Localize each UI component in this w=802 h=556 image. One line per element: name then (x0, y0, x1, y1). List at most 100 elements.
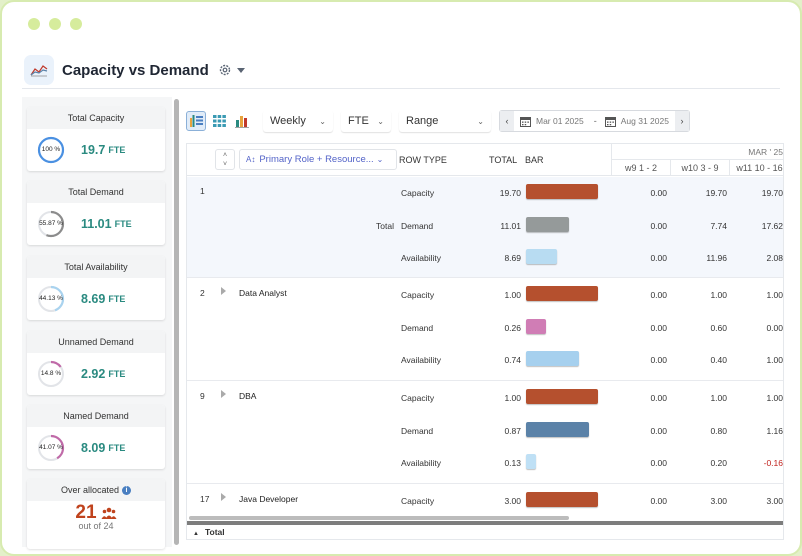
people-icon (101, 507, 117, 519)
table-row[interactable]: Availability 0.74 0.00 0.40 1.00 (187, 346, 783, 376)
caret-down-icon[interactable] (236, 67, 245, 73)
week-value: 0.00 (650, 323, 667, 333)
horizontal-scrollbar[interactable] (189, 516, 569, 520)
row-type: Availability (401, 458, 442, 468)
week-value: 0.00 (650, 355, 667, 365)
next-period-button[interactable]: › (674, 111, 689, 131)
card-title: Named Demand (27, 405, 165, 427)
card-total-availability: Total Availability 44.13 % 8.69 FTE (27, 256, 165, 320)
window-dot-maximize[interactable] (70, 18, 82, 30)
fte-unit: FTE (108, 443, 126, 453)
row-number: 9 (200, 391, 205, 401)
period-select[interactable]: Weekly ⌄ (263, 110, 333, 132)
capacity-grid: ˄ ˅ A↕ Primary Role + Resource... ⌄ ROW T… (186, 143, 784, 540)
week-header[interactable]: w10 3 - 9 (671, 160, 730, 176)
table-row[interactable]: Capacity 1.00 0.00 1.00 1.00 (187, 384, 783, 414)
table-row[interactable]: Capacity 19.70 0.00 19.70 19.70 (187, 179, 783, 209)
table-bar-view-icon[interactable] (186, 111, 206, 131)
row-total: 1.00 (504, 290, 521, 300)
table-row[interactable]: Availability 8.69 0.00 11.96 2.08 (187, 244, 783, 274)
role-name: Java Developer (239, 494, 299, 504)
range-select[interactable]: Range ⌄ (399, 110, 491, 132)
card-title: Unnamed Demand (27, 331, 165, 353)
header-bar[interactable]: BAR (525, 155, 544, 165)
period-value: Weekly (270, 115, 306, 127)
sort-toggle-button[interactable]: ˄ ˅ (215, 149, 235, 170)
week-value: 1.16 (766, 426, 783, 436)
sidebar-scrollbar[interactable] (174, 99, 179, 545)
week-value: 0.00 (650, 290, 667, 300)
fte-unit: FTE (108, 369, 126, 379)
chevron-down-icon: ⌄ (377, 116, 384, 126)
row-number: 2 (200, 288, 205, 298)
table-row[interactable]: Demand 0.87 0.00 0.80 1.16 (187, 417, 783, 447)
footer-divider (187, 521, 783, 525)
row-type: Capacity (401, 290, 435, 300)
week-value: 0.00 (650, 221, 667, 231)
table-row[interactable]: Total Demand 11.01 0.00 7.74 17.62 (187, 212, 783, 242)
week-value: 0.00 (766, 323, 783, 333)
grouping-value: Primary Role + Resource... (259, 154, 374, 165)
card-named-demand: Named Demand 41.07 % 8.09 FTE (27, 405, 165, 469)
week-value-negative: -0.16 (763, 458, 783, 468)
expand-icon[interactable] (221, 287, 226, 295)
unit-select[interactable]: FTE ⌄ (341, 110, 391, 132)
date-range-picker: ‹ Mar 01 2025 - Aug 31 2025 › (499, 110, 690, 132)
collapse-up-icon[interactable]: ▲ (193, 531, 199, 537)
row-total: 0.87 (504, 426, 521, 436)
capacity-bar (526, 286, 598, 301)
card-title: Over allocated i (27, 479, 165, 501)
page-header: Capacity vs Demand (24, 54, 245, 86)
prev-period-button[interactable]: ‹ (500, 111, 514, 131)
header-row-type[interactable]: ROW TYPE (399, 155, 447, 165)
demand-bar (526, 422, 589, 437)
demand-bar (526, 217, 569, 232)
header-total[interactable]: TOTAL (489, 155, 518, 165)
summary-sidebar: Total Capacity 100 % 19.7 FTE Total Dema… (22, 97, 172, 549)
end-date[interactable]: Aug 31 2025 (620, 116, 669, 126)
percent-label: 41.07 % (39, 444, 63, 451)
week-value: 1.00 (710, 290, 727, 300)
demand-bar (526, 319, 546, 334)
week-value: 0.00 (650, 458, 667, 468)
window-controls (28, 18, 82, 30)
week-value: 0.00 (650, 393, 667, 403)
grouping-select[interactable]: A↕ Primary Role + Resource... ⌄ (239, 149, 397, 170)
table-row[interactable]: Availability 0.13 0.00 0.20 -0.16 (187, 449, 783, 479)
fte-unit: FTE (108, 145, 126, 155)
expand-icon[interactable] (221, 390, 226, 398)
table-row[interactable]: Capacity 3.00 0.00 3.00 3.00 (187, 487, 783, 517)
bar-chart-view-icon[interactable] (232, 111, 252, 131)
availability-bar (526, 249, 557, 264)
calendar-icon[interactable] (604, 116, 616, 127)
row-type: Availability (401, 355, 442, 365)
week-value: 19.70 (761, 188, 783, 198)
row-total: 0.13 (504, 458, 521, 468)
table-row[interactable]: Demand 0.26 0.00 0.60 0.00 (187, 314, 783, 344)
grid-footer-total[interactable]: ▲ Total (187, 525, 783, 539)
window-dot-minimize[interactable] (49, 18, 61, 30)
fte-value: 8.69 (81, 292, 106, 306)
row-type: Demand (401, 323, 434, 333)
week-value: 2.08 (766, 253, 783, 263)
info-icon[interactable]: i (122, 486, 132, 495)
calendar-icon[interactable] (520, 116, 531, 127)
month-header: MAR ' 25 (748, 147, 783, 157)
window-dot-close[interactable] (28, 18, 40, 30)
expand-icon[interactable] (221, 493, 226, 501)
gear-icon[interactable] (217, 62, 233, 78)
week-header[interactable]: w9 1 - 2 (612, 160, 671, 176)
grid-view-icon[interactable] (209, 111, 229, 131)
role-name: DBA (239, 391, 257, 401)
fte-value: 19.7 (81, 143, 106, 157)
start-date[interactable]: Mar 01 2025 (536, 116, 584, 126)
week-header[interactable]: w11 10 - 16 (736, 163, 783, 173)
percent-label: 55.87 % (39, 220, 63, 227)
fte-value: 2.92 (81, 367, 106, 381)
row-total: 1.00 (504, 393, 521, 403)
table-row[interactable]: Capacity 1.00 0.00 1.00 1.00 (187, 281, 783, 311)
progress-ring: 44.13 % (37, 285, 65, 313)
card-title: Total Capacity (27, 107, 165, 129)
toolbar: Weekly ⌄ FTE ⌄ Range ⌄ ‹ Mar 01 2025 - Aug … (186, 109, 690, 133)
grid-header: ˄ ˅ A↕ Primary Role + Resource... ⌄ ROW T… (187, 144, 783, 176)
